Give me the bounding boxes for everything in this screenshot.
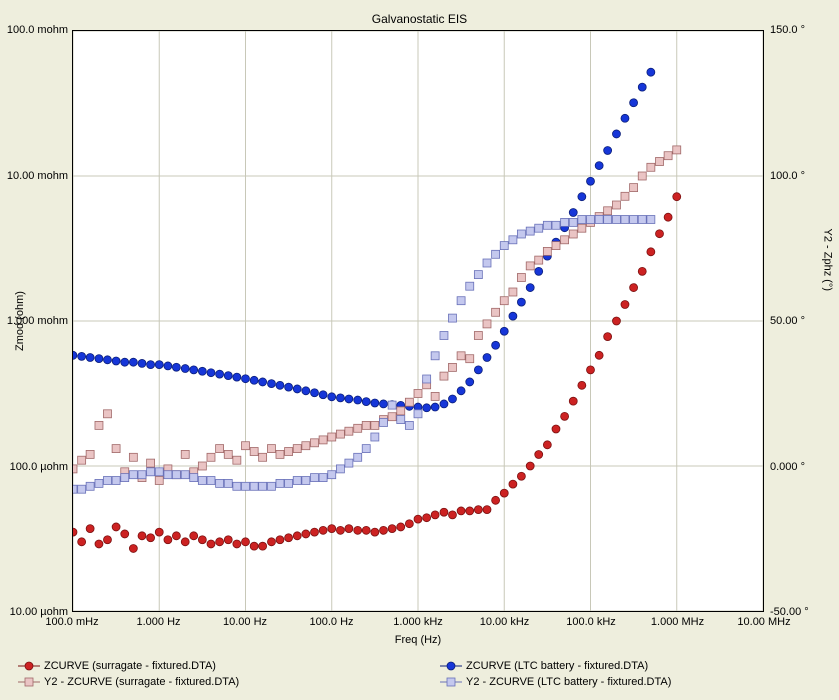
y2-tick-label: 50.00 ° [770, 315, 805, 327]
chart-title: Galvanostatic EIS [0, 12, 839, 26]
x-tick-label: 1.000 MHz [651, 616, 704, 628]
x-tick-label: 10.00 kHz [480, 616, 530, 628]
legend-label: ZCURVE (LTC battery - fixtured.DTA) [466, 660, 648, 672]
legend-marker-icon [440, 676, 462, 688]
x-tick-label: 1.000 Hz [136, 616, 180, 628]
legend-label: ZCURVE (surragate - fixtured.DTA) [44, 660, 216, 672]
legend-label: Y2 - ZCURVE (surragate - fixtured.DTA) [44, 676, 239, 688]
legend-item: Y2 - ZCURVE (LTC battery - fixtured.DTA) [440, 676, 671, 688]
x-axis-label: Freq (Hz) [395, 634, 441, 646]
x-tick-label: 1.000 kHz [393, 616, 443, 628]
y2-axis-label: Y2 - Zphz (°) [821, 229, 833, 291]
x-tick-label: 10.00 Hz [223, 616, 267, 628]
y2-tick-label: 150.0 ° [770, 24, 805, 36]
plot-area [72, 30, 764, 612]
y-tick-label: 100.0 µohm [10, 461, 68, 473]
legend-item: ZCURVE (LTC battery - fixtured.DTA) [440, 660, 648, 672]
y2-tick-label: 100.0 ° [770, 170, 805, 182]
y2-tick-label: 0.000 ° [770, 461, 805, 473]
y-tick-label: 10.00 µohm [10, 606, 68, 618]
legend-marker-icon [18, 660, 40, 672]
chart-container: Galvanostatic EIS 100.0 mHz1.000 Hz10.00… [0, 0, 839, 700]
x-tick-label: 100.0 Hz [309, 616, 353, 628]
y-tick-label: 10.00 mohm [7, 170, 68, 182]
legend-marker-icon [18, 676, 40, 688]
legend-marker-icon [440, 660, 462, 672]
legend-item: ZCURVE (surragate - fixtured.DTA) [18, 660, 216, 672]
legend-item: Y2 - ZCURVE (surragate - fixtured.DTA) [18, 676, 239, 688]
x-tick-label: 100.0 kHz [566, 616, 616, 628]
legend-label: Y2 - ZCURVE (LTC battery - fixtured.DTA) [466, 676, 671, 688]
y-axis-label: Zmod (ohm) [14, 291, 26, 351]
y-tick-label: 100.0 mohm [7, 24, 68, 36]
y2-tick-label: -50.00 ° [770, 606, 809, 618]
